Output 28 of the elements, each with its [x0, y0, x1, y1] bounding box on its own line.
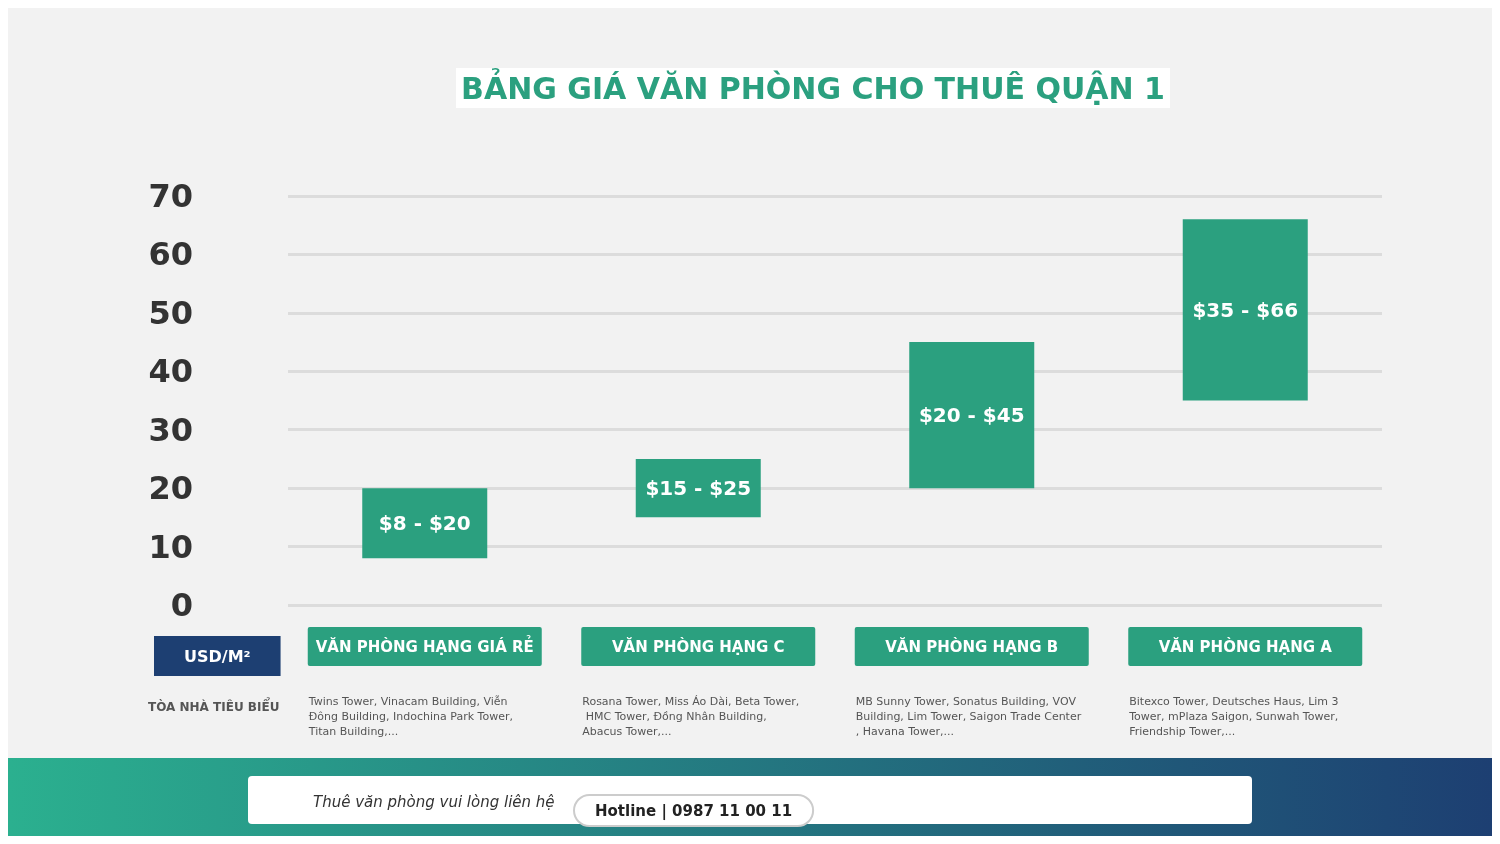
text: Twins Tower, Vinacam Building, Viễn Đông Building, Indochina Park Tower, Titan Building,... [307, 695, 517, 738]
chart-title: BẢNG GIÁ VĂN PHÒNG CHO THUÊ QUẬN 1 [461, 67, 1165, 106]
text: Bitexco Tower, Deutsches Haus, Lim 3 Tower, mPlaza Saigon, Sunwah Tower, Friendship Tower,... [1128, 695, 1343, 738]
text: Thuê văn phòng vui lòng liên hệ [313, 792, 555, 811]
x-tick-label: VĂN PHÒNG HẠNG B [885, 636, 1059, 656]
x-tick-label: VĂN PHÒNG HẠNG C [611, 636, 785, 656]
x-tick-label: VĂN PHÒNG HẠNG GIÁ RẺ [315, 634, 534, 656]
annotation: $20 - $45 [918, 403, 1025, 428]
y-tick-label: 70 [148, 177, 193, 215]
bar [1182, 219, 1308, 401]
y-tick-label: 30 [148, 410, 193, 449]
bar [362, 488, 488, 559]
text: MB Sunny Tower, Sonatus Building, VOV Building, Lim Tower, Saigon Trade Center, Havana Tower,... [855, 695, 1082, 738]
x-tick-label: VĂN PHÒNG HẠNG A [1158, 636, 1333, 656]
text: Rosana Tower, Miss Áo Dài, Beta Tower, HMC Tower, Đồng Nhân Building, Abacus Tower,... [582, 695, 800, 738]
bar [909, 342, 1035, 489]
text: TÒA NHÀ TIÊU BIỂU [148, 697, 280, 714]
y-tick-label: 60 [148, 235, 193, 274]
annotation: $35 - $66 [1192, 297, 1299, 322]
annotation: $8 - $20 [378, 511, 471, 536]
y-tick-label: 10 [148, 527, 193, 566]
y-axis-title: USD/M² [184, 646, 251, 666]
annotation: $15 - $25 [645, 476, 752, 501]
y-tick-label: 20 [148, 469, 193, 508]
text: Hotline | 0987 11 00 11 [595, 801, 793, 821]
y-tick-label: 50 [148, 293, 193, 332]
y-tick-label: 40 [148, 352, 193, 391]
y-tick-label: 0 [170, 586, 193, 624]
